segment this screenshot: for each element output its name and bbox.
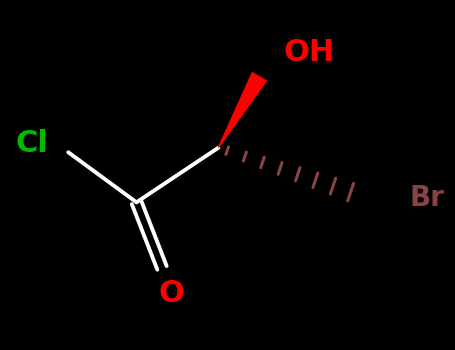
Polygon shape <box>218 73 267 148</box>
Text: Br: Br <box>410 184 445 212</box>
Text: OH: OH <box>284 38 335 66</box>
Text: O: O <box>158 279 184 308</box>
Text: Cl: Cl <box>15 129 48 158</box>
